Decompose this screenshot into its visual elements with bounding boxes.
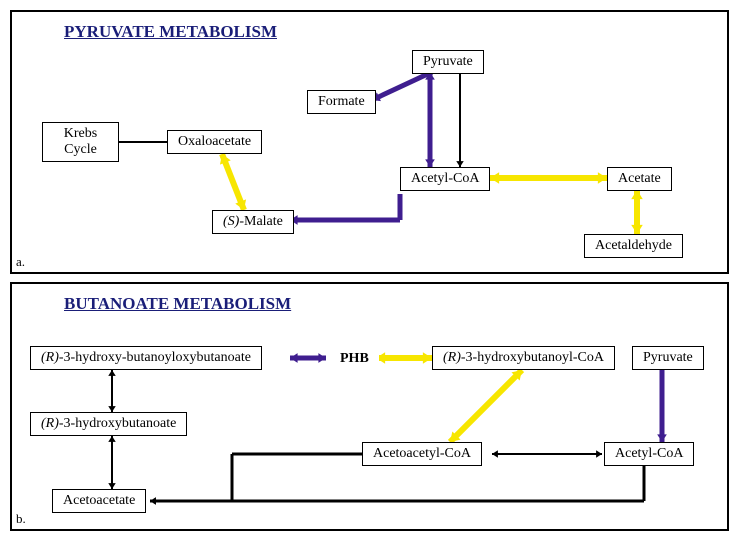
node-phb: PHB	[330, 348, 379, 370]
node-acetylcoa: Acetyl-CoA	[604, 442, 694, 466]
node-krebs: KrebsCycle	[42, 122, 119, 162]
node-r3hbutanoate: (R)-3-hydroxybutanoate	[30, 412, 187, 436]
node-formate: Formate	[307, 90, 376, 114]
panel-a-title: PYRUVATE METABOLISM	[64, 22, 277, 42]
panel-b-label: b.	[16, 511, 26, 527]
node-r3hbcoa: (R)-3-hydroxybutanoyl-CoA	[432, 346, 615, 370]
node-pyruvate: Pyruvate	[632, 346, 704, 370]
panel-a: PYRUVATE METABOLISM Pyruvate Formate KrebsC…	[10, 10, 729, 274]
node-acetate: Acetate	[607, 167, 672, 191]
node-smalate: (S)-Malate	[212, 210, 294, 234]
panel-b-title: BUTANOATE METABOLISM	[64, 294, 291, 314]
node-acetoacetylcoa: Acetoacetyl-CoA	[362, 442, 482, 466]
panel-a-arrows	[12, 12, 727, 272]
node-pyruvate: Pyruvate	[412, 50, 484, 74]
node-acetoacetate: Acetoacetate	[52, 489, 146, 513]
node-oaa: Oxaloacetate	[167, 130, 262, 154]
node-acetylcoa: Acetyl-CoA	[400, 167, 490, 191]
node-acetald: Acetaldehyde	[584, 234, 683, 258]
node-r3hboxy: (R)-3-hydroxy-butanoyloxybutanoate	[30, 346, 262, 370]
panel-b: BUTANOATE METABOLISM (R)-3-hydroxy-butano…	[10, 282, 729, 531]
panel-a-label: a.	[16, 254, 25, 270]
